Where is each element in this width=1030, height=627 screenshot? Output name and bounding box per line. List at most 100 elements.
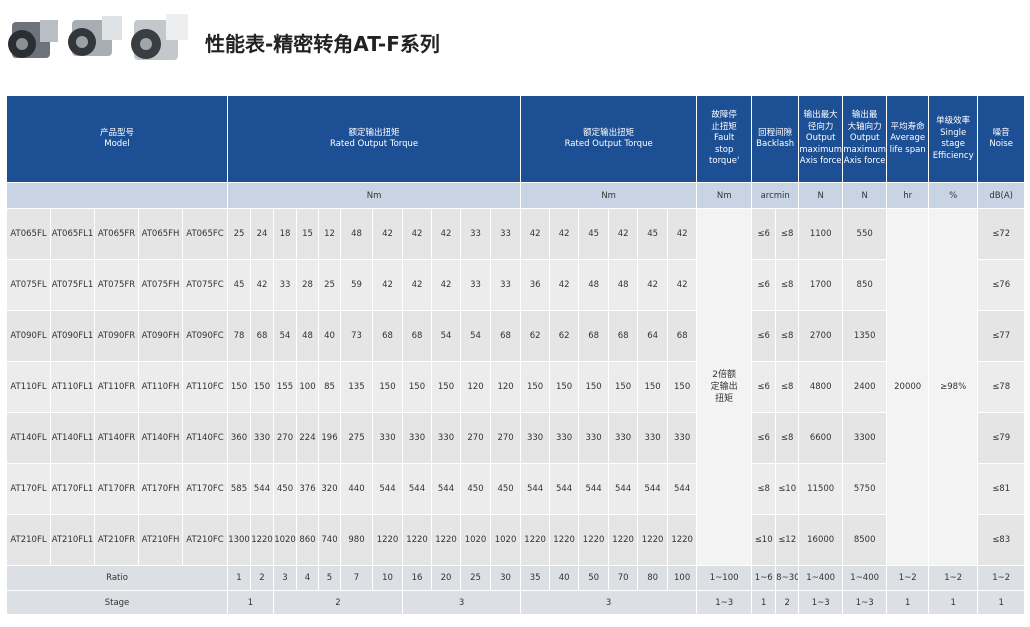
- ratio-cell: 1~2: [886, 565, 930, 591]
- torque-cell: 150: [608, 361, 639, 413]
- torque-cell: 270: [490, 412, 522, 464]
- model-cell: AT170FL: [6, 463, 51, 515]
- ratio-cell: 25: [460, 565, 492, 591]
- stage-label: Stage: [5, 590, 229, 615]
- torque-cell: 68: [250, 310, 275, 362]
- ratio-cell: 1~2: [977, 565, 1026, 591]
- ratio-cell: 30: [490, 565, 522, 591]
- torque-cell: 45: [578, 208, 610, 260]
- table-row: AT140FL AT140FL1 AT140FR AT140FH AT140FC 360 3…: [6, 412, 1026, 464]
- radial-cell: 16000: [798, 514, 844, 566]
- torque-cell: 1020: [460, 514, 492, 566]
- ratio-cell: 8~30: [775, 565, 800, 591]
- torque-cell: 450: [460, 463, 492, 515]
- torque-cell: 330: [431, 412, 462, 464]
- stage-cell: 1: [928, 590, 979, 615]
- noise-cell: ≤72: [977, 208, 1026, 260]
- torque-cell: 42: [520, 208, 551, 260]
- header-line: Output: [849, 133, 880, 144]
- torque-cell: 42: [549, 208, 580, 260]
- torque-cell: 150: [578, 361, 610, 413]
- axial-cell: 5750: [842, 463, 888, 515]
- unit-cell: dB(A): [977, 182, 1026, 209]
- header-line: 单级效率: [936, 116, 971, 126]
- torque-cell: 33: [460, 208, 492, 260]
- model-cell: AT110FL1: [50, 361, 95, 413]
- radial-cell: 11500: [798, 463, 844, 515]
- torque-cell: 1020: [273, 514, 298, 566]
- noise-cell: ≤77: [977, 310, 1026, 362]
- ratio-cell: 7: [340, 565, 374, 591]
- torque-cell: 78: [227, 310, 252, 362]
- ratio-label: Ratio: [5, 565, 229, 591]
- unit-cell: Nm: [520, 182, 698, 209]
- torque-cell: 1220: [372, 514, 404, 566]
- torque-cell: 18: [273, 208, 298, 260]
- torque-cell: 544: [250, 463, 275, 515]
- torque-cell: 150: [431, 361, 462, 413]
- torque-cell: 25: [227, 208, 252, 260]
- torque-cell: 150: [227, 361, 252, 413]
- torque-cell: 150: [549, 361, 580, 413]
- torque-cell: 155: [273, 361, 298, 413]
- ratio-cell: 35: [520, 565, 551, 591]
- model-cell: AT090FC: [181, 310, 229, 362]
- page-title: 性能表-精密转角AT-F系列: [205, 32, 440, 56]
- torque-cell: 28: [296, 259, 320, 311]
- unit-cell: Nm: [696, 182, 753, 209]
- model-cell: AT170FL1: [50, 463, 95, 515]
- ratio-cell: 1~2: [928, 565, 979, 591]
- header-line: maximum: [843, 144, 887, 155]
- unit-cell: N: [798, 182, 844, 209]
- torque-cell: 1020: [490, 514, 522, 566]
- torque-cell: 68: [490, 310, 522, 362]
- header-line: 平均寿命: [890, 121, 925, 132]
- torque-cell: 33: [273, 259, 298, 311]
- torque-cell: 42: [637, 259, 669, 311]
- backlash-cell: ≤6: [751, 361, 777, 413]
- model-cell: AT075FL: [6, 259, 51, 311]
- header-line: Average: [890, 133, 926, 144]
- noise-cell: ≤78: [977, 361, 1026, 413]
- torque-cell: 1220: [250, 514, 275, 566]
- model-cell: AT210FL1: [50, 514, 95, 566]
- header-cell: 输出最 大轴向力 Output maximum Axis force: [842, 95, 888, 183]
- torque-cell: 196: [318, 412, 342, 464]
- unit-cell: [5, 182, 229, 209]
- model-cell: AT140FL1: [50, 412, 95, 464]
- torque-cell: 85: [318, 361, 342, 413]
- torque-cell: 68: [608, 310, 639, 362]
- radial-cell: 1700: [798, 259, 844, 311]
- torque-cell: 45: [637, 208, 669, 260]
- model-cell: AT140FR: [94, 412, 139, 464]
- stage-cell: 1: [977, 590, 1026, 615]
- header-cell: 输出最大 径向力 Output maximum Axis force: [798, 95, 844, 183]
- table-row: Stage 1 2 3 3 1~3 1 2 1~3 1~3 1 1 1: [5, 590, 1026, 615]
- torque-cell: 42: [372, 208, 404, 260]
- torque-cell: 1220: [549, 514, 580, 566]
- backlash-cell: ≤6: [751, 259, 777, 311]
- model-cell: AT210FH: [138, 514, 183, 566]
- table-row: Ratio 1 2 3 4 5 7 10 16 20 25 30 35 40 50 70 80 100 1~100 1…: [5, 565, 1026, 591]
- torque-cell: 544: [667, 463, 698, 515]
- stage-cell: 1~3: [696, 590, 753, 615]
- torque-cell: 450: [273, 463, 298, 515]
- torque-cell: 59: [340, 259, 374, 311]
- model-cell: AT170FC: [181, 463, 229, 515]
- torque-cell: 1300: [227, 514, 252, 566]
- torque-cell: 68: [667, 310, 698, 362]
- unit-cell: arcmin: [751, 182, 800, 209]
- model-cell: AT090FL: [6, 310, 51, 362]
- torque-cell: 450: [490, 463, 522, 515]
- torque-cell: 54: [273, 310, 298, 362]
- unit-cell: hr: [886, 182, 930, 209]
- torque-cell: 48: [340, 208, 374, 260]
- backlash-cell: ≤10: [775, 463, 800, 515]
- model-cell: AT210FC: [181, 514, 229, 566]
- torque-cell: 42: [431, 208, 462, 260]
- backlash-cell: ≤8: [775, 259, 800, 311]
- torque-cell: 360: [227, 412, 252, 464]
- torque-cell: 270: [273, 412, 298, 464]
- header-line: Rated Output Torque: [330, 139, 419, 149]
- header-cell: 故障停 止扭矩 Fault stop torque': [696, 95, 753, 183]
